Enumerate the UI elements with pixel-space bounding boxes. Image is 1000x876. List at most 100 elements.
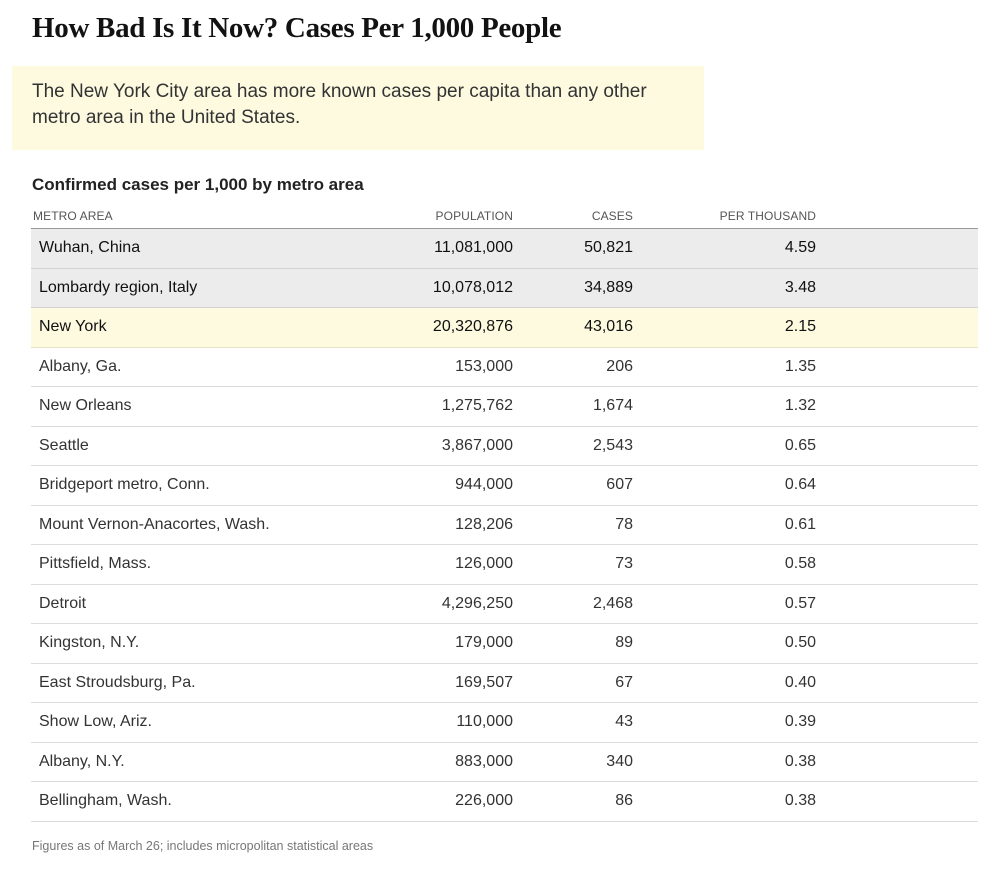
cell-cases: 50,821 bbox=[513, 228, 633, 269]
table-row: Detroit 4,296,250 2,468 0.57 bbox=[31, 584, 978, 624]
cell-metro-area: Lombardy region, Italy bbox=[31, 268, 401, 308]
cell-spacer bbox=[816, 584, 978, 624]
cell-per-thousand: 0.65 bbox=[633, 426, 816, 466]
table-footnote: Figures as of March 26; includes micropo… bbox=[32, 839, 374, 853]
table-body: Wuhan, China 11,081,000 50,821 4.59 Lombardy… bbox=[31, 228, 978, 822]
metro-table-container: METRO AREA POPULATION CASES PER THOUSAND… bbox=[31, 204, 978, 822]
cell-cases: 607 bbox=[513, 465, 633, 506]
table-row: East Stroudsburg, Pa. 169,507 67 0.40 bbox=[31, 663, 978, 703]
table-row: Pittsfield, Mass. 126,000 73 0.58 bbox=[31, 544, 978, 585]
cell-cases: 340 bbox=[513, 742, 633, 782]
cell-spacer bbox=[816, 781, 978, 822]
cell-metro-area: Bellingham, Wash. bbox=[31, 781, 401, 822]
cell-metro-area: Albany, Ga. bbox=[31, 347, 401, 387]
cell-metro-area: East Stroudsburg, Pa. bbox=[31, 663, 401, 703]
cell-cases: 206 bbox=[513, 347, 633, 387]
cell-spacer bbox=[816, 505, 978, 545]
table-row: Bridgeport metro, Conn. 944,000 607 0.64 bbox=[31, 465, 978, 506]
cell-population: 153,000 bbox=[401, 347, 513, 387]
cell-population: 1,275,762 bbox=[401, 386, 513, 427]
cell-population: 883,000 bbox=[401, 742, 513, 782]
table-row: Seattle 3,867,000 2,543 0.65 bbox=[31, 426, 978, 466]
cell-spacer bbox=[816, 386, 978, 427]
table-row: New York 20,320,876 43,016 2.15 bbox=[31, 307, 978, 348]
cell-per-thousand: 3.48 bbox=[633, 268, 816, 308]
cell-population: 179,000 bbox=[401, 623, 513, 664]
table-row: Show Low, Ariz. 110,000 43 0.39 bbox=[31, 702, 978, 743]
column-header-spacer bbox=[816, 204, 978, 229]
table-title: Confirmed cases per 1,000 by metro area bbox=[32, 175, 364, 194]
cell-population: 944,000 bbox=[401, 465, 513, 506]
column-header-population: POPULATION bbox=[401, 204, 513, 229]
cell-spacer bbox=[816, 663, 978, 703]
cell-cases: 73 bbox=[513, 544, 633, 585]
cell-per-thousand: 1.32 bbox=[633, 386, 816, 427]
cell-cases: 2,543 bbox=[513, 426, 633, 466]
cell-per-thousand: 0.39 bbox=[633, 702, 816, 743]
cell-metro-area: Wuhan, China bbox=[31, 228, 401, 269]
column-header-per-thousand: PER THOUSAND bbox=[633, 204, 816, 229]
cell-cases: 89 bbox=[513, 623, 633, 664]
cell-per-thousand: 0.64 bbox=[633, 465, 816, 506]
cell-metro-area: New Orleans bbox=[31, 386, 401, 427]
table-row: Albany, Ga. 153,000 206 1.35 bbox=[31, 347, 978, 387]
cell-population: 11,081,000 bbox=[401, 228, 513, 269]
table-row: Albany, N.Y. 883,000 340 0.38 bbox=[31, 742, 978, 782]
cell-per-thousand: 0.57 bbox=[633, 584, 816, 624]
cell-spacer bbox=[816, 347, 978, 387]
cell-spacer bbox=[816, 268, 978, 308]
column-header-metro-area: METRO AREA bbox=[31, 204, 401, 229]
cell-spacer bbox=[816, 702, 978, 743]
cell-per-thousand: 2.15 bbox=[633, 307, 816, 348]
cell-spacer bbox=[816, 228, 978, 269]
cell-population: 10,078,012 bbox=[401, 268, 513, 308]
cell-per-thousand: 0.61 bbox=[633, 505, 816, 545]
cell-spacer bbox=[816, 426, 978, 466]
table-row: Bellingham, Wash. 226,000 86 0.38 bbox=[31, 781, 978, 822]
table-row: Mount Vernon-Anacortes, Wash. 128,206 78 0.… bbox=[31, 505, 978, 545]
cell-spacer bbox=[816, 465, 978, 506]
cell-metro-area: New York bbox=[31, 307, 401, 348]
cell-population: 20,320,876 bbox=[401, 307, 513, 348]
cell-per-thousand: 1.35 bbox=[633, 347, 816, 387]
cell-population: 3,867,000 bbox=[401, 426, 513, 466]
cell-population: 4,296,250 bbox=[401, 584, 513, 624]
cell-per-thousand: 0.38 bbox=[633, 742, 816, 782]
cell-metro-area: Pittsfield, Mass. bbox=[31, 544, 401, 585]
cell-per-thousand: 0.38 bbox=[633, 781, 816, 822]
cell-per-thousand: 0.40 bbox=[633, 663, 816, 703]
cell-cases: 34,889 bbox=[513, 268, 633, 308]
cell-metro-area: Seattle bbox=[31, 426, 401, 466]
cell-metro-area: Albany, N.Y. bbox=[31, 742, 401, 782]
cell-cases: 43 bbox=[513, 702, 633, 743]
cell-per-thousand: 0.50 bbox=[633, 623, 816, 664]
cell-metro-area: Detroit bbox=[31, 584, 401, 624]
table-row: Wuhan, China 11,081,000 50,821 4.59 bbox=[31, 228, 978, 269]
cell-per-thousand: 0.58 bbox=[633, 544, 816, 585]
table-row: Lombardy region, Italy 10,078,012 34,889 3.… bbox=[31, 268, 978, 308]
cell-cases: 67 bbox=[513, 663, 633, 703]
cell-cases: 2,468 bbox=[513, 584, 633, 624]
cell-metro-area: Show Low, Ariz. bbox=[31, 702, 401, 743]
table-header-row: METRO AREA POPULATION CASES PER THOUSAND bbox=[31, 204, 978, 229]
cell-metro-area: Mount Vernon-Anacortes, Wash. bbox=[31, 505, 401, 545]
cell-population: 128,206 bbox=[401, 505, 513, 545]
cell-cases: 86 bbox=[513, 781, 633, 822]
cell-per-thousand: 4.59 bbox=[633, 228, 816, 269]
summary-callout: The New York City area has more known ca… bbox=[12, 66, 704, 150]
cell-population: 110,000 bbox=[401, 702, 513, 743]
cell-spacer bbox=[816, 623, 978, 664]
cell-cases: 78 bbox=[513, 505, 633, 545]
cell-metro-area: Bridgeport metro, Conn. bbox=[31, 465, 401, 506]
cell-cases: 43,016 bbox=[513, 307, 633, 348]
column-header-cases: CASES bbox=[513, 204, 633, 229]
table-row: New Orleans 1,275,762 1,674 1.32 bbox=[31, 386, 978, 427]
cell-population: 226,000 bbox=[401, 781, 513, 822]
cell-spacer bbox=[816, 544, 978, 585]
cell-population: 169,507 bbox=[401, 663, 513, 703]
cell-spacer bbox=[816, 742, 978, 782]
cell-cases: 1,674 bbox=[513, 386, 633, 427]
table-row: Kingston, N.Y. 179,000 89 0.50 bbox=[31, 623, 978, 664]
page-title: How Bad Is It Now? Cases Per 1,000 Peopl… bbox=[32, 12, 562, 44]
metro-cases-table: METRO AREA POPULATION CASES PER THOUSAND… bbox=[31, 204, 978, 822]
